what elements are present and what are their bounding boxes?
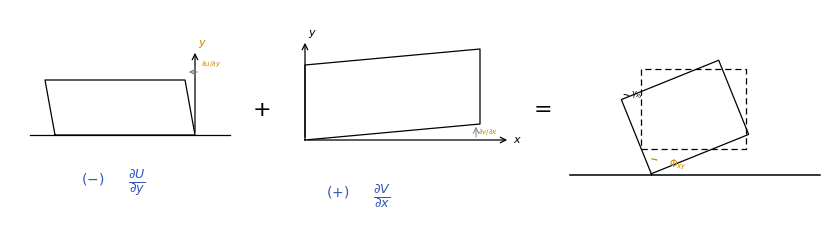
Text: $(+)$: $(+)$	[326, 184, 350, 200]
Text: +: +	[253, 100, 271, 120]
Text: $\Phi_{xy}$: $\Phi_{xy}$	[670, 158, 687, 172]
Text: $\frac{\partial V}{\partial x}$: $\frac{\partial V}{\partial x}$	[373, 182, 391, 210]
Text: $\gamma_{xy}$: $\gamma_{xy}$	[631, 90, 645, 101]
Text: $\frac{\partial U}{\partial y}$: $\frac{\partial U}{\partial y}$	[128, 168, 146, 199]
Text: y: y	[308, 28, 315, 38]
Text: $\partial v/\partial x$: $\partial v/\partial x$	[478, 127, 498, 137]
Text: $(-)$: $(-)$	[81, 171, 104, 187]
Text: x: x	[513, 135, 519, 145]
Text: =: =	[534, 100, 552, 120]
Text: $\partial u/\partial y$: $\partial u/\partial y$	[201, 59, 221, 69]
Text: y: y	[198, 38, 205, 48]
